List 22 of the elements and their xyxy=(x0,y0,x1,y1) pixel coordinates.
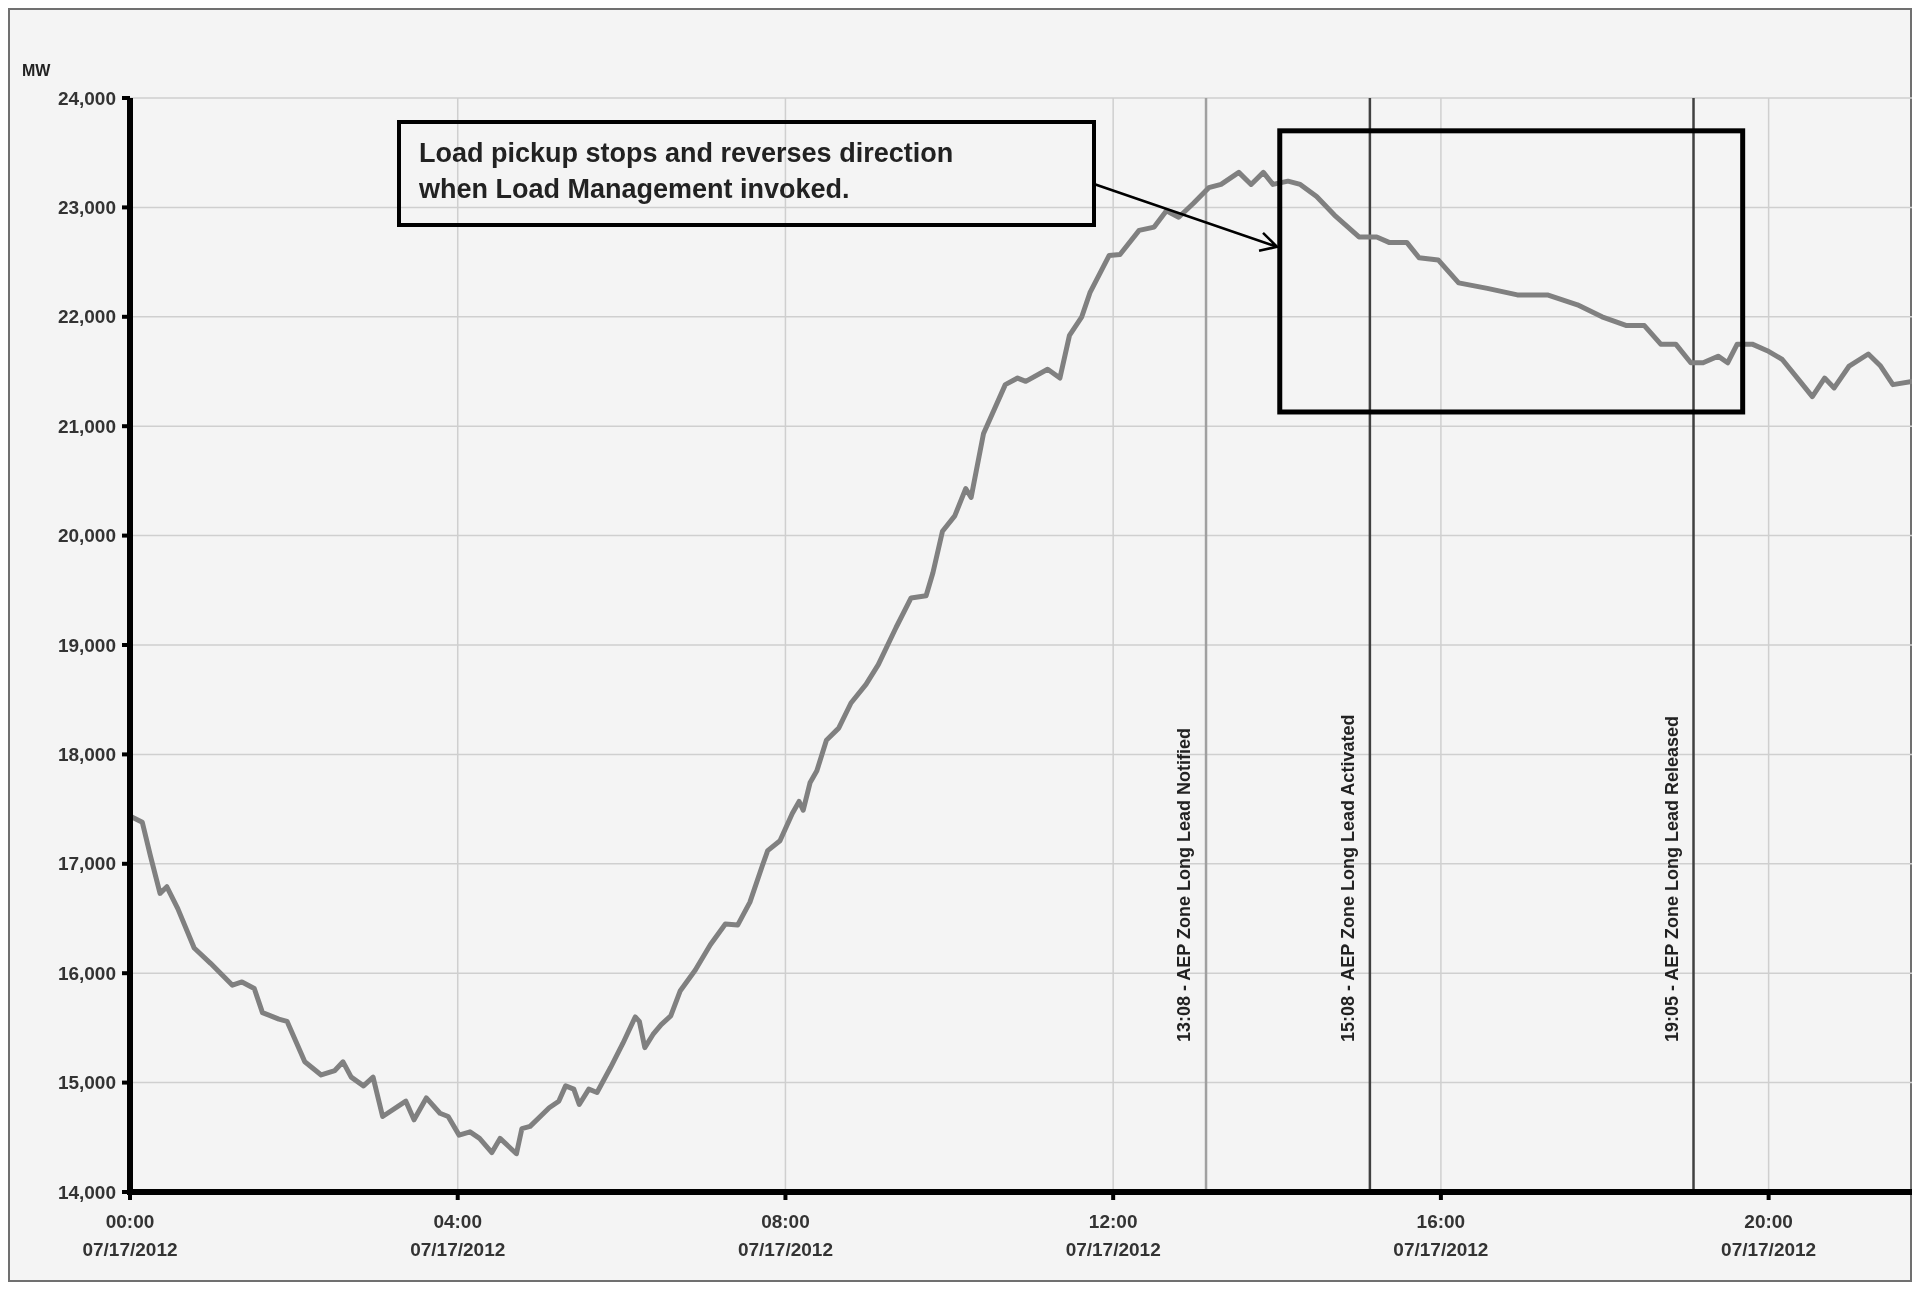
x-tick-label: 00:00 07/17/2012 xyxy=(82,1211,178,1260)
y-axis-title: MW xyxy=(22,62,52,79)
x-tick-label: 08:00 07/17/2012 xyxy=(737,1211,833,1260)
y-tick-label: 24,000 xyxy=(57,87,116,109)
y-tick-label: 20,000 xyxy=(57,525,116,547)
y-tick-label: 17,000 xyxy=(57,853,116,875)
y-tick-label: 19,000 xyxy=(57,634,116,656)
y-tick-label: 23,000 xyxy=(57,197,116,219)
ref-line-label: 13:08 - AEP Zone Long Lead Notified xyxy=(1174,727,1195,1042)
y-tick-label: 15,000 xyxy=(57,1072,116,1094)
x-tick-label: 04:00 07/17/2012 xyxy=(410,1211,506,1260)
y-tick-label: 18,000 xyxy=(57,744,116,766)
ref-line-label: 19:05 - AEP Zone Long Lead Released xyxy=(1661,715,1682,1042)
x-tick-label: 20:00 07/17/2012 xyxy=(1721,1211,1817,1260)
y-tick-label: 16,000 xyxy=(57,962,116,984)
y-tick-label: 21,000 xyxy=(57,415,116,437)
x-tick-label: 16:00 07/17/2012 xyxy=(1393,1211,1489,1260)
annotation: Load pickup stops and reverses direction when Load Management invoked. xyxy=(418,138,954,204)
y-tick-label: 14,000 xyxy=(57,1181,116,1203)
ref-line-label: 15:08 - AEP Zone Long Lead Activated xyxy=(1337,714,1358,1042)
x-tick-label: 12:00 07/17/2012 xyxy=(1065,1211,1161,1260)
y-tick-label: 22,000 xyxy=(57,306,116,328)
